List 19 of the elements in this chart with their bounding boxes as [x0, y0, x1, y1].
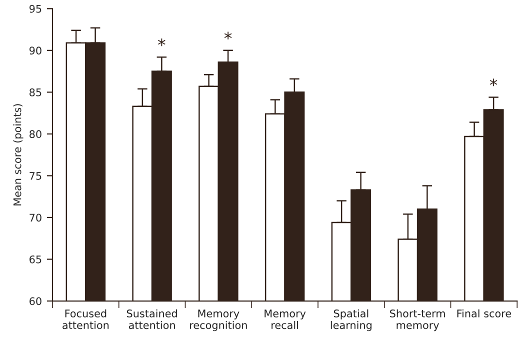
- y-axis-title: Mean score (points): [13, 104, 24, 206]
- y-tick-label: 75: [30, 172, 42, 180]
- data-label: *: [224, 32, 232, 40]
- y-tick-label: 60: [30, 297, 42, 306]
- y-tick-label: 70: [30, 214, 42, 222]
- y-tick-label: 85: [30, 88, 42, 96]
- x-tick-label: Memory recognition: [190, 310, 247, 332]
- x-tick-label: Short-term memory: [390, 309, 445, 332]
- y-tick-label: 95: [29, 4, 42, 13]
- x-tick-label: Focused attention: [62, 309, 109, 330]
- data-label: *: [158, 38, 166, 46]
- x-tick-label: Memory recall: [264, 310, 306, 330]
- y-tick-label: 65: [30, 255, 42, 264]
- data-label: *: [490, 78, 498, 86]
- y-tick-label: 90: [29, 46, 42, 55]
- x-tick-label: Sustained attention: [126, 309, 177, 330]
- y-tick-label: 80: [30, 130, 42, 138]
- x-tick-label: Final score: [457, 309, 512, 318]
- x-tick-label: Spatial learning: [330, 309, 372, 332]
